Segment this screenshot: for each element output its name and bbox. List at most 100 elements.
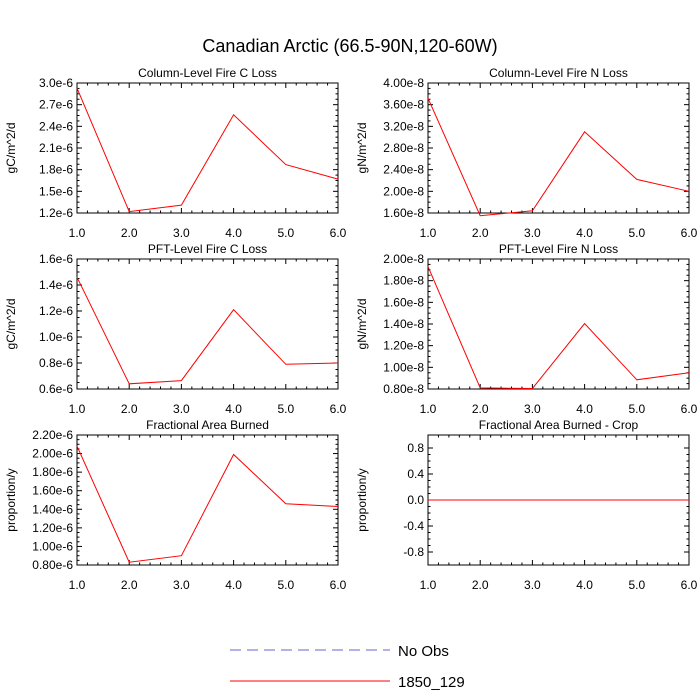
x-tick-label: 2.0 [121, 402, 138, 416]
series-line-1850-129 [427, 97, 690, 217]
series-line-1850-129 [76, 276, 339, 385]
y-tick-label: 2.40e-8 [383, 163, 424, 177]
y-tick-label: 3.20e-8 [383, 119, 424, 133]
y-tick-label: -0.4 [403, 519, 424, 533]
x-tick-label: 4.0 [225, 402, 242, 416]
y-tick-label: 2.00e-8 [383, 184, 424, 198]
panel-title: PFT-Level Fire C Loss [148, 242, 267, 256]
panel-title: Column-Level Fire N Loss [489, 66, 628, 80]
x-tick-label: 1.0 [420, 226, 437, 240]
y-tick-label: 1.60e-6 [32, 484, 73, 498]
y-tick-label: 1.80e-8 [383, 274, 424, 288]
x-tick-label: 4.0 [576, 578, 593, 592]
panels: Column-Level Fire C Loss gC/m^2/d 1.0 2.0 3.… [4, 66, 698, 592]
panel-title: Fractional Area Burned [146, 418, 269, 432]
y-tick-label: 1.40e-6 [32, 502, 73, 516]
y-tick-label: 2.00e-8 [383, 252, 424, 266]
figure-title: Canadian Arctic (66.5-90N,120-60W) [202, 36, 497, 56]
y-axis-label: gN/m^2/d [355, 299, 369, 350]
x-tick-label: 5.0 [628, 226, 645, 240]
plot-frame [76, 258, 339, 390]
x-tick-label: 4.0 [576, 402, 593, 416]
x-tick-label: 3.0 [173, 226, 190, 240]
x-tick-label: 6.0 [330, 226, 347, 240]
x-tick-label: 2.0 [472, 578, 489, 592]
y-axis-label: proportion/y [355, 468, 369, 531]
y-tick-label: 0.8e-6 [39, 356, 73, 370]
x-tick-label: 2.0 [472, 226, 489, 240]
x-tick-label: 3.0 [173, 402, 190, 416]
y-tick-label: 1.5e-6 [39, 184, 73, 198]
x-tick-label: 1.0 [69, 402, 86, 416]
x-tick-label: 6.0 [330, 402, 347, 416]
y-tick-label: 2.1e-6 [39, 141, 73, 155]
y-tick-label: 1.00e-6 [32, 539, 73, 553]
y-tick-label: 4.00e-8 [383, 76, 424, 90]
series-line-1850-129 [427, 266, 690, 390]
x-tick-label: 3.0 [173, 578, 190, 592]
y-tick-label: 1.6e-6 [39, 252, 73, 266]
plot-frame [427, 82, 690, 214]
x-tick-label: 1.0 [69, 578, 86, 592]
x-tick-label: 6.0 [330, 578, 347, 592]
legend-label-no-obs: No Obs [398, 643, 449, 660]
x-tick-label: 2.0 [121, 578, 138, 592]
x-tick-label: 2.0 [472, 402, 489, 416]
y-tick-label: 2.80e-8 [383, 141, 424, 155]
x-tick-label: 6.0 [681, 578, 698, 592]
y-tick-label: 1.60e-8 [383, 295, 424, 309]
y-tick-label: 1.80e-6 [32, 465, 73, 479]
y-tick-label: 0.0 [407, 493, 424, 507]
y-tick-label: 0.8 [407, 441, 424, 455]
x-tick-label: 4.0 [225, 578, 242, 592]
y-tick-label: 1.40e-8 [383, 317, 424, 331]
x-tick-label: 1.0 [420, 578, 437, 592]
x-tick-label: 5.0 [277, 226, 294, 240]
x-tick-label: 1.0 [69, 226, 86, 240]
plot-frame [76, 82, 339, 214]
x-tick-label: 6.0 [681, 402, 698, 416]
y-tick-label: 1.00e-8 [383, 360, 424, 374]
y-tick-label: 1.0e-6 [39, 330, 73, 344]
y-axis-label: proportion/y [4, 468, 18, 531]
y-tick-label: 0.80e-8 [383, 382, 424, 396]
y-tick-label: 2.20e-6 [32, 428, 73, 442]
plot-frame [76, 434, 339, 566]
y-tick-label: 1.4e-6 [39, 278, 73, 292]
plot-frame [427, 258, 690, 390]
y-tick-label: 3.0e-6 [39, 76, 73, 90]
y-tick-label: 3.60e-8 [383, 98, 424, 112]
x-tick-label: 1.0 [420, 402, 437, 416]
y-tick-label: 1.8e-6 [39, 163, 73, 177]
x-tick-label: 5.0 [628, 402, 645, 416]
y-tick-label: 2.4e-6 [39, 119, 73, 133]
panel-title: Column-Level Fire C Loss [138, 66, 277, 80]
panel-3: PFT-Level Fire C Loss gC/m^2/d 1.0 2.0 3.0 4.… [4, 242, 347, 416]
panel-6: Fractional Area Burned - Crop proportion/… [355, 418, 698, 592]
y-tick-label: 1.20e-6 [32, 521, 73, 535]
y-tick-label: 0.4 [407, 467, 424, 481]
x-tick-label: 5.0 [277, 402, 294, 416]
x-tick-label: 5.0 [628, 578, 645, 592]
y-tick-label: 0.6e-6 [39, 382, 73, 396]
y-tick-label: 1.2e-6 [39, 304, 73, 318]
x-tick-label: 4.0 [576, 226, 593, 240]
y-axis-label: gN/m^2/d [355, 123, 369, 174]
legend-label-1850-129: 1850_129 [398, 674, 465, 691]
x-tick-label: 3.0 [524, 578, 541, 592]
y-tick-label: 1.2e-6 [39, 206, 73, 220]
panel-1: Column-Level Fire C Loss gC/m^2/d 1.0 2.0 3.… [4, 66, 347, 240]
y-axis-label: gC/m^2/d [4, 123, 18, 174]
panel-title: Fractional Area Burned - Crop [479, 418, 639, 432]
legend: No Obs 1850_129 [230, 643, 465, 691]
x-tick-label: 3.0 [524, 402, 541, 416]
x-tick-label: 4.0 [225, 226, 242, 240]
panel-2: Column-Level Fire N Loss gN/m^2/d 1.0 2.0 3.… [355, 66, 698, 240]
panel-title: PFT-Level Fire N Loss [499, 242, 618, 256]
x-tick-label: 2.0 [121, 226, 138, 240]
y-tick-label: 1.60e-8 [383, 206, 424, 220]
y-tick-label: 1.20e-8 [383, 339, 424, 353]
x-tick-label: 6.0 [681, 226, 698, 240]
y-tick-label: 2.7e-6 [39, 98, 73, 112]
